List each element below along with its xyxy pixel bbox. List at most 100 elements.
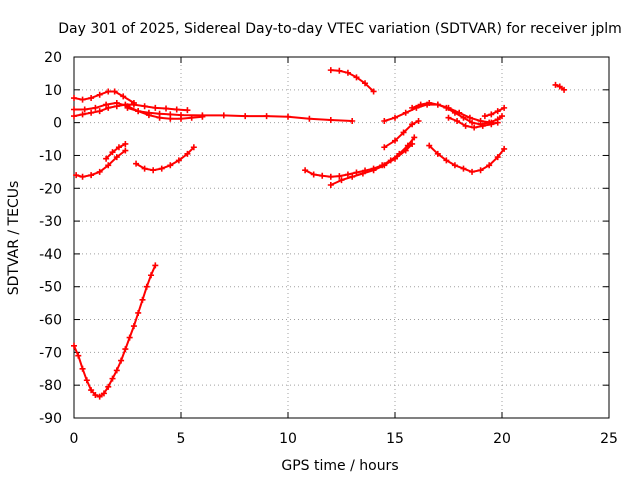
data-point — [327, 181, 334, 188]
data-point — [263, 113, 270, 120]
data-point — [556, 83, 563, 90]
data-point — [100, 390, 107, 397]
data-point — [306, 115, 313, 122]
y-tick-labels: -90 -80 -70 -60 -50 -40 -30 -20 -10 0 10 20 — [39, 50, 62, 427]
data-point — [143, 283, 150, 290]
data-point — [488, 111, 495, 118]
data-point — [190, 144, 197, 151]
data-point — [113, 99, 120, 106]
data-point — [173, 106, 180, 113]
series-pass-12 — [327, 67, 377, 95]
data-point — [460, 114, 467, 121]
y-tick-label: -80 — [39, 378, 62, 394]
data-point — [381, 117, 388, 124]
y-axis-label: SDTVAR / TECUs — [6, 181, 22, 296]
data-point — [411, 134, 418, 141]
data-point — [148, 272, 155, 279]
series-line — [329, 143, 414, 186]
data-point — [494, 154, 501, 161]
data-point — [103, 101, 110, 108]
data-point — [184, 150, 191, 157]
data-point — [118, 357, 125, 364]
series-line — [428, 144, 506, 173]
series-pass-10 — [327, 140, 416, 188]
data-point — [327, 173, 334, 180]
data-point — [115, 144, 122, 151]
data-point — [400, 129, 407, 136]
x-tick-label: 10 — [279, 431, 297, 447]
data-point — [130, 323, 137, 330]
data-point — [552, 81, 559, 88]
data-point — [409, 104, 416, 111]
data-point — [561, 86, 568, 93]
data-point — [338, 177, 345, 184]
data-point — [122, 140, 129, 147]
data-point — [158, 165, 165, 172]
data-point — [96, 91, 103, 98]
data-point — [359, 170, 366, 177]
data-point — [156, 110, 163, 117]
data-point — [88, 387, 95, 394]
data-point — [92, 392, 99, 399]
data-point — [163, 105, 170, 112]
plot-frame — [73, 56, 610, 419]
x-tick-label: 15 — [386, 431, 404, 447]
data-point — [501, 104, 508, 111]
y-tick-label: -10 — [39, 148, 62, 164]
data-point — [501, 145, 508, 152]
data-point — [370, 88, 377, 95]
tick-layer — [73, 56, 610, 419]
data-point — [392, 155, 398, 162]
data-point — [454, 117, 461, 124]
data-point — [79, 111, 86, 118]
y-tick-label: 10 — [44, 83, 62, 99]
data-point — [105, 383, 112, 390]
data-point — [402, 147, 409, 154]
data-point — [105, 88, 112, 95]
data-point — [434, 150, 441, 157]
data-point — [120, 93, 127, 100]
data-point — [152, 104, 159, 111]
data-point — [460, 165, 467, 172]
series-line — [75, 149, 127, 178]
y-tick-label: -50 — [39, 280, 62, 296]
data-point — [103, 155, 110, 162]
data-point — [184, 107, 191, 114]
data-point — [310, 171, 317, 178]
data-point — [141, 165, 148, 172]
y-tick-label: -70 — [39, 345, 62, 361]
data-point — [443, 157, 450, 164]
data-point — [122, 346, 129, 353]
data-point — [113, 367, 120, 374]
series-pass-7 — [133, 144, 197, 174]
y-tick-label: -40 — [39, 247, 62, 263]
data-point — [302, 167, 309, 174]
data-point — [81, 106, 88, 113]
series-pass-18 — [552, 81, 568, 93]
data-point — [392, 137, 398, 144]
data-point — [109, 375, 116, 382]
data-point — [73, 172, 80, 179]
data-point — [426, 99, 433, 106]
data-point — [415, 117, 422, 124]
data-point — [105, 162, 112, 169]
data-point — [481, 113, 488, 120]
data-point — [445, 114, 452, 121]
series-pass-2 — [71, 101, 191, 120]
data-point — [469, 168, 476, 175]
data-point — [451, 109, 458, 116]
y-tick-label: 20 — [44, 50, 62, 66]
x-axis-label: GPS time / hours — [281, 458, 398, 474]
y-tick-label: -90 — [39, 411, 62, 427]
data-point — [349, 117, 356, 124]
series-pass-17 — [426, 142, 508, 175]
data-point — [462, 122, 469, 129]
series-line — [73, 264, 157, 398]
data-point — [466, 114, 473, 121]
data-point — [479, 122, 486, 129]
x-tick-label: 5 — [177, 431, 186, 447]
series-pass-16 — [481, 104, 508, 120]
data-point — [111, 88, 118, 95]
data-point — [242, 113, 249, 120]
